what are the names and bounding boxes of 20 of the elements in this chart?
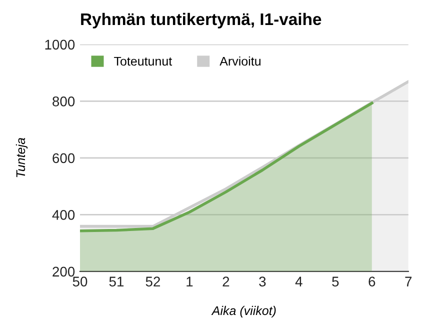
y-tick-label: 800 bbox=[52, 96, 75, 106]
y-tick-label: 200 bbox=[52, 266, 75, 277]
x-axis-title: Aika (viikot) bbox=[211, 306, 276, 318]
y-tick-label: 1000 bbox=[45, 40, 75, 50]
x-tick-label: 50 bbox=[72, 276, 88, 286]
x-tick-label: 5 bbox=[332, 276, 339, 286]
x-tick-label: 3 bbox=[259, 276, 266, 286]
x-tick-label: 6 bbox=[368, 276, 376, 286]
x-tick-label: 7 bbox=[405, 276, 412, 286]
legend-label: Arvioitu bbox=[220, 56, 260, 66]
y-tick-label: 400 bbox=[52, 210, 75, 220]
x-tick-label: 1 bbox=[186, 276, 193, 286]
x-tick-label: 2 bbox=[222, 276, 230, 286]
x-tick-label: 4 bbox=[295, 276, 302, 286]
legend-label: Toteutunut bbox=[114, 56, 172, 66]
y-tick-label: 600 bbox=[52, 153, 75, 164]
x-tick-label: 52 bbox=[146, 276, 160, 286]
y-axis-title: Tunteja bbox=[16, 138, 28, 178]
x-tick-label: 51 bbox=[109, 276, 124, 286]
chart-title: Ryhmän tuntikertymä, I1-vaihe bbox=[81, 12, 322, 28]
